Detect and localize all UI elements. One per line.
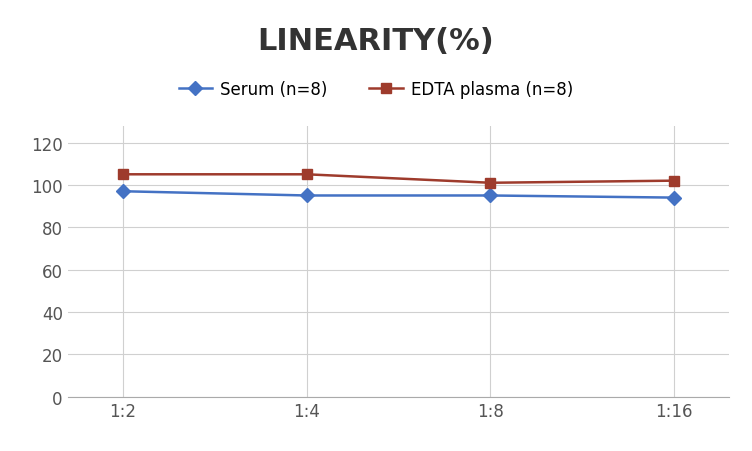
EDTA plasma (n=8) — [670, 179, 679, 184]
Text: LINEARITY(%): LINEARITY(%) — [258, 27, 494, 56]
Legend: Serum (n=8), EDTA plasma (n=8): Serum (n=8), EDTA plasma (n=8) — [179, 80, 573, 98]
EDTA plasma (n=8) — [302, 172, 311, 178]
Serum (n=8) — [486, 193, 495, 199]
EDTA plasma (n=8) — [118, 172, 127, 178]
EDTA plasma (n=8) — [486, 181, 495, 186]
Serum (n=8) — [118, 189, 127, 194]
Line: Serum (n=8): Serum (n=8) — [118, 187, 679, 203]
Serum (n=8) — [670, 195, 679, 201]
Serum (n=8) — [302, 193, 311, 199]
Line: EDTA plasma (n=8): EDTA plasma (n=8) — [118, 170, 679, 188]
